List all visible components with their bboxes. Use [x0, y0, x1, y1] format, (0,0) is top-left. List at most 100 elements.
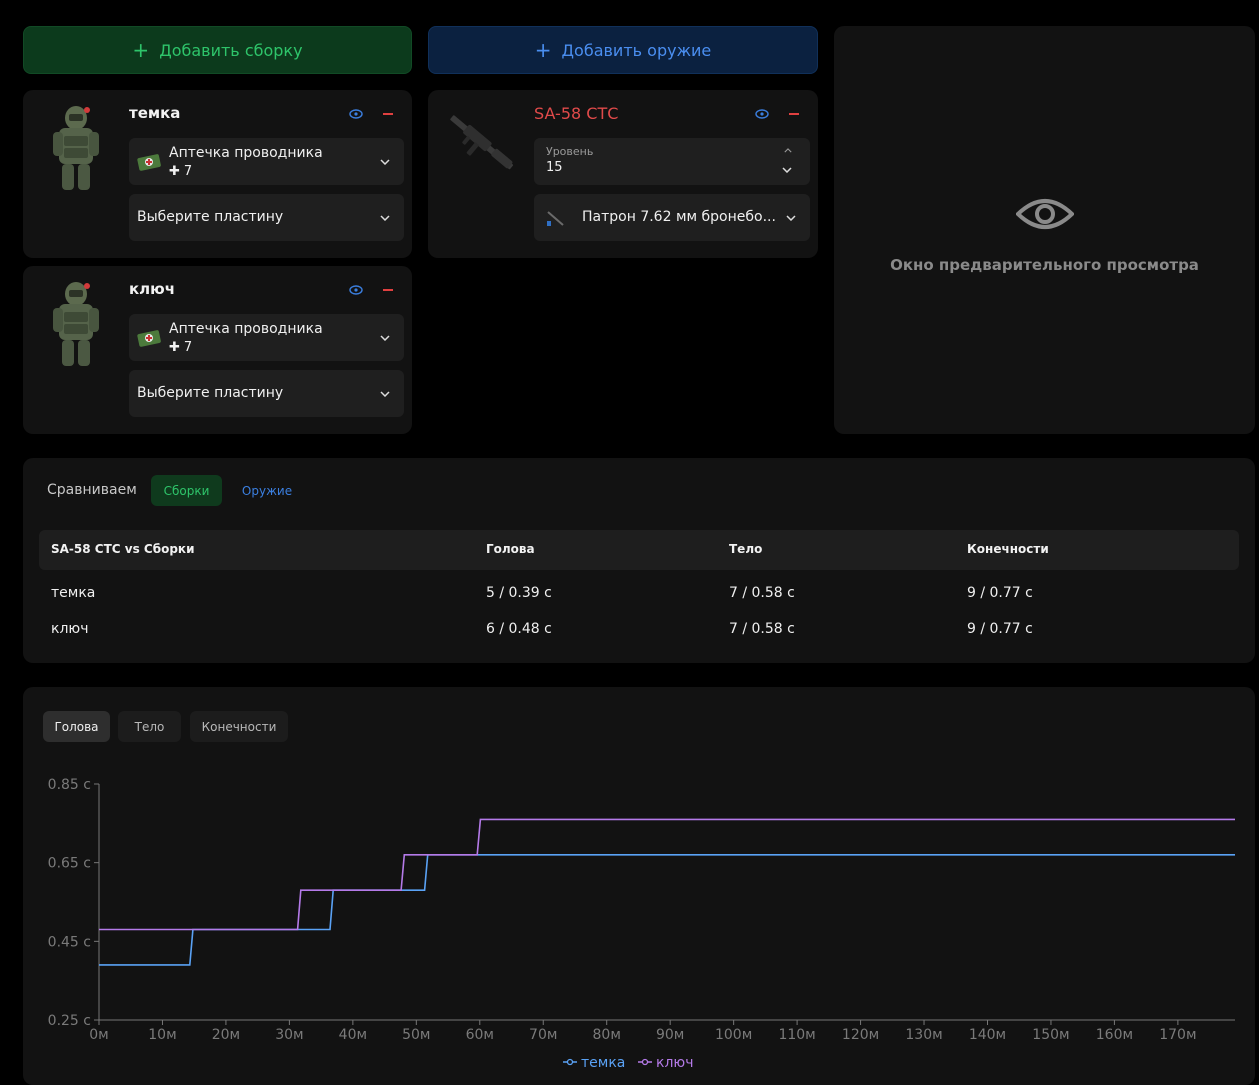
plate-placeholder: Выберите пластину	[137, 385, 284, 401]
plate-select[interactable]: Выберите пластину	[129, 370, 404, 417]
y-tick-label: 0.65 с	[48, 856, 91, 872]
medkit-icon	[137, 154, 161, 171]
build-card: ключ Аптечка проводника ✚ 7 Выберите пла…	[23, 266, 412, 434]
medkit-icon	[137, 330, 161, 347]
medkit-name: Аптечка проводника	[169, 321, 323, 337]
x-tick-label: 70м	[529, 1027, 557, 1043]
ammo-name: Патрон 7.62 мм бронебо...	[582, 209, 776, 225]
chevron-down-icon[interactable]	[782, 167, 792, 173]
bullet-icon	[547, 211, 564, 226]
comparison-panel: Сравниваем Сборки Оружие SA-58 СТС vs Сб…	[23, 458, 1255, 663]
y-tick-label: 0.25 с	[48, 1013, 91, 1029]
x-tick-label: 30м	[275, 1027, 303, 1043]
x-tick-label: 90м	[656, 1027, 684, 1043]
x-tick-label: 140м	[969, 1027, 1006, 1043]
x-tick-label: 120м	[842, 1027, 879, 1043]
row-cell: 5 / 0.39 с	[486, 585, 552, 601]
chevron-down-icon	[380, 214, 390, 221]
ammo-select[interactable]: Патрон 7.62 мм бронебо...	[534, 194, 810, 241]
x-tick-label: 110м	[778, 1027, 815, 1043]
build-card: темка Аптечка проводника ✚ 7 Выберите пл…	[23, 90, 412, 258]
table-header: SA-58 СТС vs Сборки Голова Тело Конечнос…	[39, 530, 1239, 570]
character-armor-image	[53, 282, 99, 366]
eye-icon[interactable]	[349, 285, 363, 295]
eye-icon[interactable]	[755, 109, 769, 119]
x-tick-label: 170м	[1159, 1027, 1196, 1043]
row-cell: 7 / 0.58 с	[729, 621, 795, 637]
y-tick-label: 0.85 с	[48, 777, 91, 793]
chevron-up-icon[interactable]	[784, 148, 792, 153]
x-tick-label: 130м	[905, 1027, 942, 1043]
compare-weapons-toggle[interactable]: Оружие	[241, 483, 293, 498]
plate-select[interactable]: Выберите пластину	[129, 194, 404, 241]
x-tick-label: 160м	[1096, 1027, 1133, 1043]
eye-icon[interactable]	[349, 109, 363, 119]
medkit-select[interactable]: Аптечка проводника ✚ 7	[129, 314, 404, 361]
tab-head[interactable]: Голова	[43, 711, 110, 742]
compare-label: Сравниваем	[47, 482, 137, 498]
legend-dot-marker	[641, 1058, 649, 1066]
x-tick-label: 60м	[466, 1027, 494, 1043]
build-name: ключ	[129, 280, 176, 298]
column-header: Тело	[729, 542, 763, 556]
row-build-name: темка	[51, 585, 96, 601]
chevron-down-icon	[380, 390, 390, 397]
plus-icon: +	[132, 38, 150, 62]
weapon-card: SA-58 СТС Уровень 15 Патрон 7.62 мм брон…	[428, 90, 818, 258]
column-header: Конечности	[967, 542, 1049, 556]
chevron-down-icon	[380, 158, 390, 165]
x-tick-label: 10м	[148, 1027, 176, 1043]
y-tick-label: 0.45 с	[48, 934, 91, 950]
series-line-темка	[99, 854, 1235, 966]
x-tick-label: 150м	[1032, 1027, 1069, 1043]
cross-icon: ✚	[169, 164, 180, 179]
x-tick-label: 0м	[89, 1027, 108, 1043]
row-cell: 9 / 0.77 с	[967, 585, 1033, 601]
plate-placeholder: Выберите пластину	[137, 209, 284, 225]
remove-weapon-icon[interactable]	[789, 113, 799, 115]
rifle-image	[450, 115, 514, 170]
chevron-down-icon	[380, 334, 390, 341]
medkit-count: 7	[183, 340, 193, 355]
medkit-select[interactable]: Аптечка проводника ✚ 7	[129, 138, 404, 185]
tab-body[interactable]: Тело	[118, 711, 181, 742]
x-tick-label: 80м	[593, 1027, 621, 1043]
preview-panel: Окно предварительного просмотра	[834, 26, 1255, 434]
add-build-button[interactable]: + Добавить сборку	[23, 26, 412, 74]
medkit-name: Аптечка проводника	[169, 145, 323, 161]
build-name: темка	[129, 104, 181, 122]
series-line-ключ	[99, 818, 1235, 931]
remove-build-icon[interactable]	[383, 113, 393, 115]
preview-placeholder: Окно предварительного просмотра	[890, 256, 1199, 274]
cross-icon: ✚	[169, 340, 180, 355]
medkit-count-row: ✚ 7	[169, 340, 192, 355]
row-cell: 7 / 0.58 с	[729, 585, 795, 601]
add-weapon-label: Добавить оружие	[561, 40, 712, 60]
add-build-label: Добавить сборку	[159, 40, 303, 60]
column-header: Голова	[486, 542, 535, 556]
add-weapon-button[interactable]: + Добавить оружие	[428, 26, 818, 74]
eye-icon	[1016, 199, 1074, 229]
level-label: Уровень	[546, 145, 594, 158]
plus-icon: +	[534, 38, 552, 62]
level-stepper[interactable]: Уровень 15	[534, 138, 810, 185]
row-cell: 6 / 0.48 с	[486, 621, 552, 637]
chart-panel: Голова Тело Конечности 0.85 с 0.65 с 0.45 …	[23, 687, 1255, 1085]
medkit-count: 7	[183, 164, 193, 179]
row-build-name: ключ	[51, 621, 89, 637]
medkit-count-row: ✚ 7	[169, 164, 192, 179]
legend-label: ключ	[656, 1055, 693, 1071]
legend-dot-marker	[566, 1058, 574, 1066]
ttk-line-chart: 0.85 с 0.65 с 0.45 с 0.25 с0м 10м 20м 30м 40м 50…	[48, 777, 1235, 1071]
x-tick-label: 40м	[339, 1027, 367, 1043]
row-cell: 9 / 0.77 с	[967, 621, 1033, 637]
x-tick-label: 50м	[402, 1027, 430, 1043]
level-value: 15	[546, 160, 563, 175]
remove-build-icon[interactable]	[383, 289, 393, 291]
tab-limbs[interactable]: Конечности	[190, 711, 288, 742]
compare-builds-toggle[interactable]: Сборки	[151, 475, 222, 506]
weapon-name: SA-58 СТС	[534, 104, 619, 123]
character-armor-image	[53, 106, 99, 190]
legend-label: темка	[581, 1055, 625, 1071]
chevron-down-icon	[786, 214, 796, 221]
